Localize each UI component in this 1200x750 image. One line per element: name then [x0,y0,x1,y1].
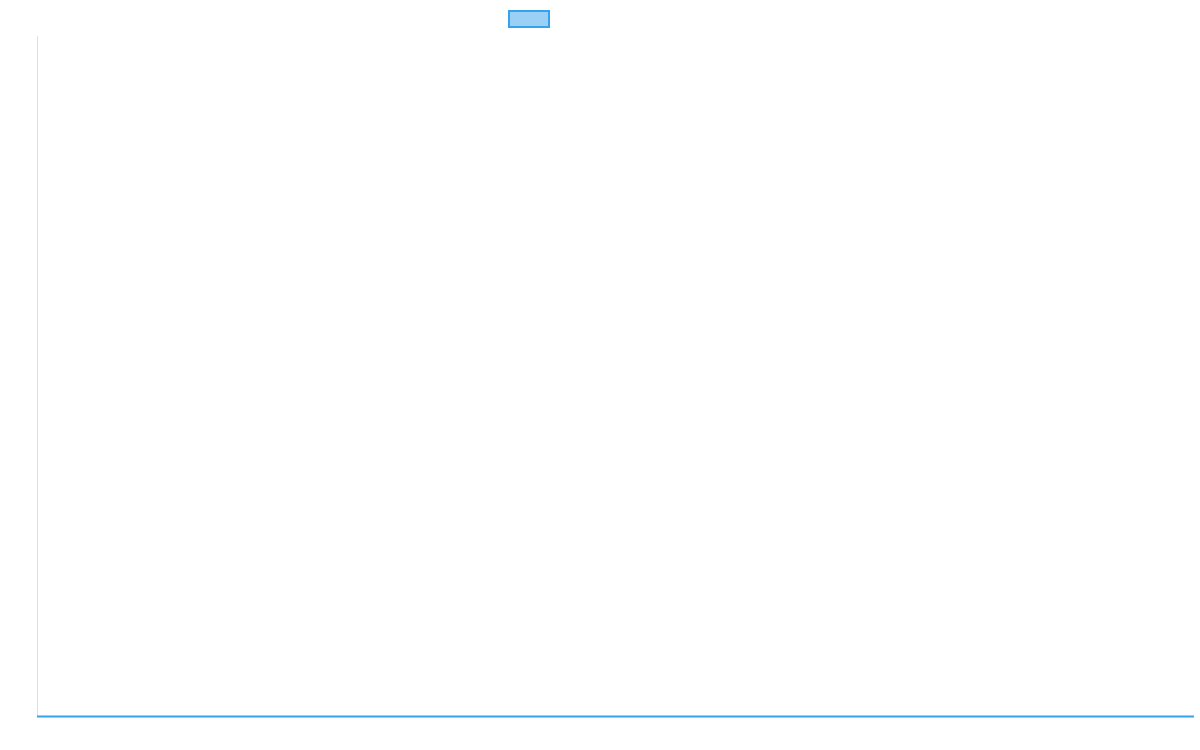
legend-swatch[interactable] [508,10,550,28]
